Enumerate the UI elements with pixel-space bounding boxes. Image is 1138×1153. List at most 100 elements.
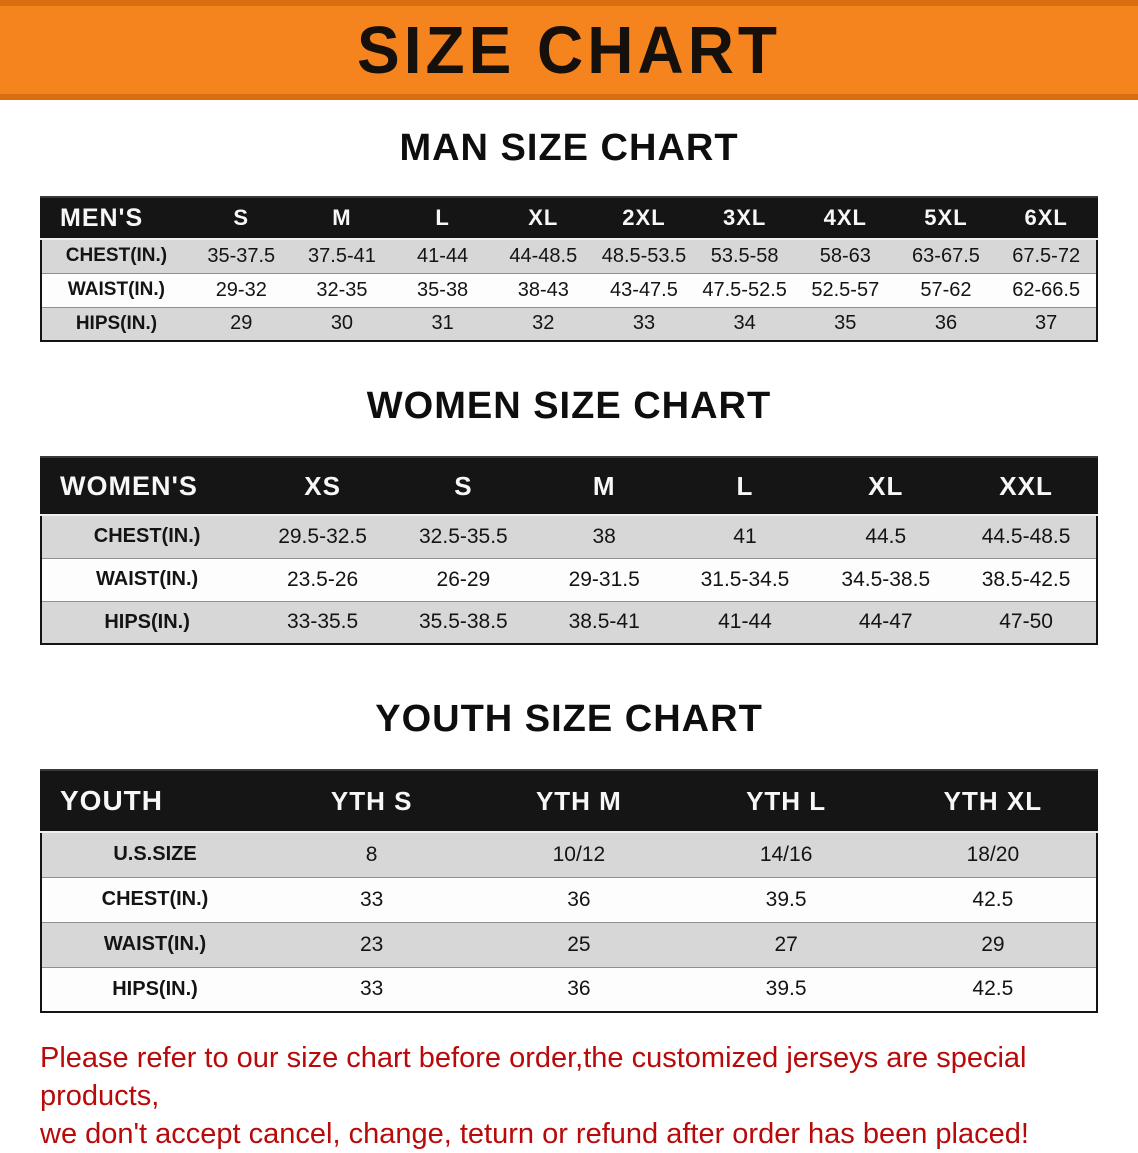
table-row: CHEST(IN.) 35-37.5 37.5-41 41-44 44-48.5 48.5… <box>41 238 1097 273</box>
table-cell: 47-50 <box>956 600 1097 644</box>
row-label: CHEST(IN.) <box>41 876 269 922</box>
banner-title: SIZE CHART <box>357 12 781 88</box>
table-cell: 58-63 <box>794 238 896 273</box>
row-label: CHEST(IN.) <box>41 238 191 273</box>
men-size-section: MAN SIZE CHART MEN'S S M L XL 2XL 3XL 4XL 5XL 6XL… <box>0 126 1138 342</box>
women-size-section: WOMEN SIZE CHART WOMEN'S XS S M L XL XXL CHEST(… <box>0 384 1138 645</box>
size-column-header: XS <box>252 456 393 516</box>
table-cell: 47.5-52.5 <box>694 272 795 307</box>
table-cell: 29-32 <box>190 272 292 307</box>
table-cell: 41-44 <box>392 238 493 273</box>
size-column-header: XXL <box>956 456 1097 516</box>
table-cell: 63-67.5 <box>895 238 997 273</box>
size-column-header: M <box>291 196 393 240</box>
table-cell: 32.5-35.5 <box>392 514 534 558</box>
table-cell: 48.5-53.5 <box>593 238 695 273</box>
size-column-header: XL <box>815 456 957 516</box>
table-cell: 37.5-41 <box>291 238 393 273</box>
table-cell: 62-66.5 <box>996 272 1097 307</box>
table-cell: 26-29 <box>392 557 534 601</box>
women-size-table: WOMEN'S XS S M L XL XXL CHEST(IN.) 29.5-32.5 32.5… <box>40 456 1098 645</box>
row-label: HIPS(IN.) <box>41 966 269 1012</box>
table-cell: 25 <box>475 921 683 967</box>
table-row: WAIST(IN.) 23 25 27 29 <box>41 921 1097 967</box>
table-cell: 33 <box>268 876 476 922</box>
table-cell: 57-62 <box>895 272 997 307</box>
table-cell: 43-47.5 <box>593 272 695 307</box>
size-chart-banner: SIZE CHART <box>0 0 1138 100</box>
size-column-header: YTH L <box>682 769 890 833</box>
table-title-cell: MEN'S <box>41 196 191 240</box>
size-column-header: 3XL <box>694 196 795 240</box>
size-column-header: 5XL <box>895 196 997 240</box>
table-row: WAIST(IN.) 23.5-26 26-29 29-31.5 31.5-34.5 34… <box>41 557 1097 601</box>
table-row: HIPS(IN.) 29 30 31 32 33 34 35 36 37 <box>41 306 1097 341</box>
size-column-header: 6XL <box>996 196 1097 240</box>
table-header-row: YOUTH YTH S YTH M YTH L YTH XL <box>41 769 1097 833</box>
table-cell: 10/12 <box>475 831 683 877</box>
table-cell: 31.5-34.5 <box>674 557 816 601</box>
footer-note: Please refer to our size chart before or… <box>40 1039 1108 1153</box>
table-cell: 42.5 <box>889 876 1097 922</box>
table-cell: 29-31.5 <box>533 557 675 601</box>
size-column-header: S <box>190 196 292 240</box>
table-cell: 36 <box>895 306 997 341</box>
size-column-header: XL <box>492 196 594 240</box>
table-cell: 39.5 <box>682 876 890 922</box>
table-cell: 31 <box>392 306 493 341</box>
size-column-header: YTH M <box>475 769 683 833</box>
size-column-header: YTH XL <box>889 769 1097 833</box>
table-cell: 41-44 <box>674 600 816 644</box>
row-label: HIPS(IN.) <box>41 306 191 341</box>
table-cell: 29.5-32.5 <box>252 514 393 558</box>
table-cell: 42.5 <box>889 966 1097 1012</box>
women-section-heading: WOMEN SIZE CHART <box>366 385 772 427</box>
table-title-cell: YOUTH <box>41 769 269 833</box>
table-cell: 36 <box>475 966 683 1012</box>
table-header-row: WOMEN'S XS S M L XL XXL <box>41 456 1097 516</box>
size-column-header: M <box>533 456 675 516</box>
table-cell: 8 <box>268 831 476 877</box>
row-label: CHEST(IN.) <box>41 514 253 558</box>
table-cell: 14/16 <box>682 831 890 877</box>
table-cell: 34.5-38.5 <box>815 557 957 601</box>
men-size-table: MEN'S S M L XL 2XL 3XL 4XL 5XL 6XL CHEST(IN.) 35-37… <box>40 196 1098 342</box>
table-cell: 35-37.5 <box>190 238 292 273</box>
table-cell: 32-35 <box>291 272 393 307</box>
table-cell: 34 <box>694 306 795 341</box>
table-cell: 18/20 <box>889 831 1097 877</box>
table-cell: 29 <box>889 921 1097 967</box>
men-section-heading: MAN SIZE CHART <box>399 127 739 169</box>
table-cell: 39.5 <box>682 966 890 1012</box>
table-cell: 32 <box>492 306 594 341</box>
row-label: U.S.SIZE <box>41 831 269 877</box>
youth-size-section: YOUTH SIZE CHART YOUTH YTH S YTH M YTH L YTH… <box>0 697 1138 1013</box>
table-row: CHEST(IN.) 33 36 39.5 42.5 <box>41 876 1097 922</box>
table-cell: 38.5-41 <box>533 600 675 644</box>
size-column-header: L <box>392 196 493 240</box>
youth-size-table: YOUTH YTH S YTH M YTH L YTH XL U.S.SIZE 8 10/12… <box>40 769 1098 1013</box>
table-cell: 38-43 <box>492 272 594 307</box>
row-label: HIPS(IN.) <box>41 600 253 644</box>
size-column-header: 2XL <box>593 196 695 240</box>
table-cell: 35.5-38.5 <box>392 600 534 644</box>
table-title-cell: WOMEN'S <box>41 456 253 516</box>
table-cell: 38.5-42.5 <box>956 557 1097 601</box>
table-cell: 23 <box>268 921 476 967</box>
size-column-header: YTH S <box>268 769 476 833</box>
footer-note-line: Please refer to our size chart before or… <box>40 1042 1027 1112</box>
table-cell: 35 <box>794 306 896 341</box>
table-cell: 37 <box>996 306 1097 341</box>
size-column-header: 4XL <box>794 196 896 240</box>
table-cell: 44-47 <box>815 600 957 644</box>
table-row: CHEST(IN.) 29.5-32.5 32.5-35.5 38 41 44.5 44.5… <box>41 514 1097 558</box>
row-label: WAIST(IN.) <box>41 557 253 601</box>
table-cell: 53.5-58 <box>694 238 795 273</box>
table-cell: 33 <box>268 966 476 1012</box>
table-cell: 33 <box>593 306 695 341</box>
table-cell: 36 <box>475 876 683 922</box>
table-row: WAIST(IN.) 29-32 32-35 35-38 38-43 43-47.5 47.… <box>41 272 1097 307</box>
table-cell: 23.5-26 <box>252 557 393 601</box>
table-cell: 33-35.5 <box>252 600 393 644</box>
